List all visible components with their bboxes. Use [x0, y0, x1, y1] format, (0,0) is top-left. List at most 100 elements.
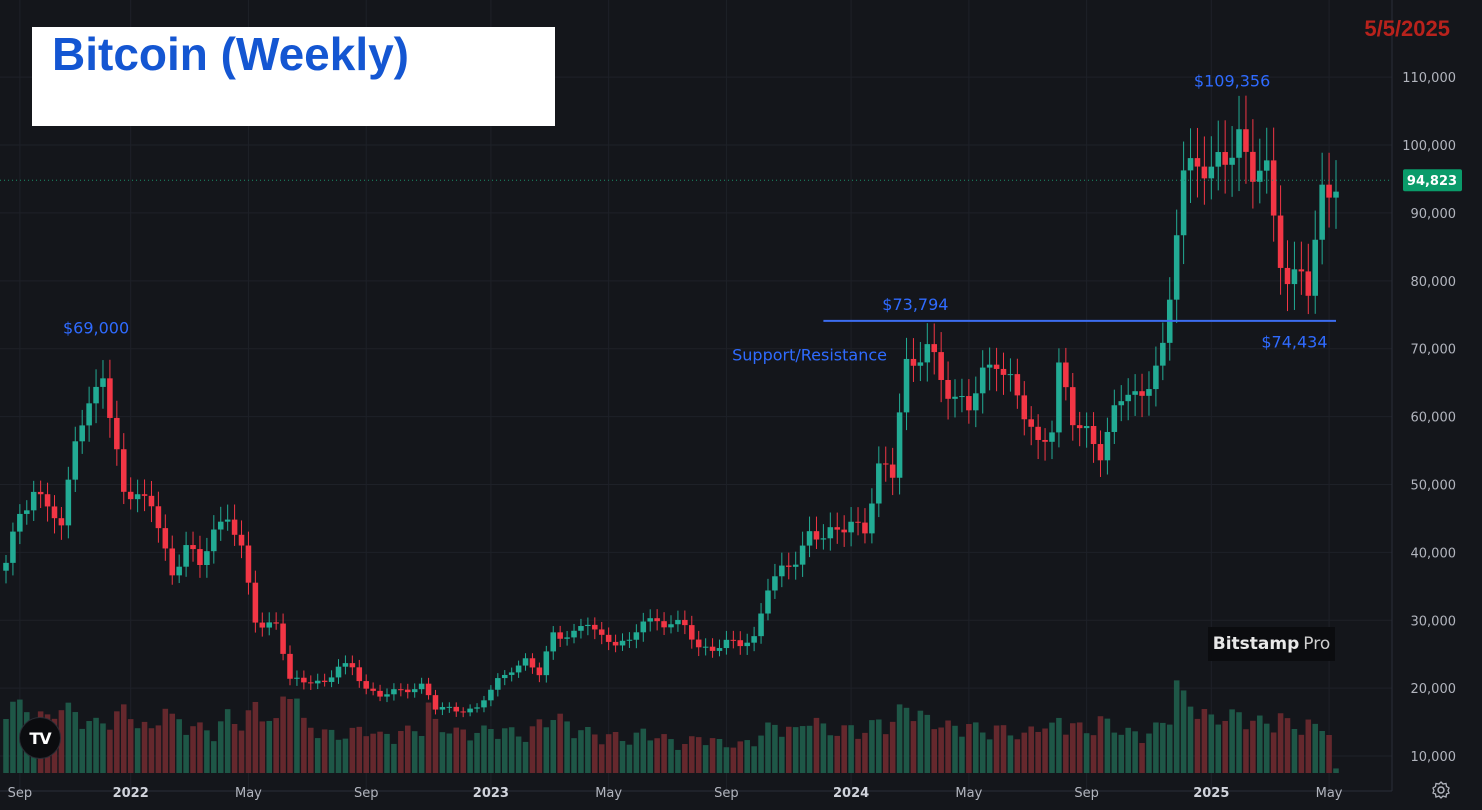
volume-bar	[1208, 714, 1215, 773]
candle-body	[1021, 395, 1028, 420]
candle-body	[536, 667, 543, 676]
volume-bar	[1160, 722, 1166, 773]
volume-bar	[370, 733, 376, 773]
candle-body	[758, 613, 764, 637]
candle-body	[44, 494, 51, 507]
candle-body	[1132, 391, 1138, 395]
volume-bar	[869, 720, 875, 773]
volume-bar	[446, 733, 453, 773]
x-tick-label: 2024	[833, 786, 869, 801]
volume-bar	[363, 736, 369, 773]
volume-bar	[453, 727, 460, 773]
candle-body	[945, 379, 951, 399]
candle-body	[695, 639, 702, 648]
volume-bar	[405, 725, 411, 773]
candle-body	[114, 417, 120, 450]
annotation-label: Support/Resistance	[732, 346, 887, 365]
candle-body	[896, 412, 903, 478]
volume-bar	[328, 729, 335, 773]
candle-body	[1063, 362, 1069, 388]
gear-icon[interactable]	[1431, 780, 1451, 800]
last-price-label: 94,823	[1407, 174, 1457, 189]
volume-bar	[1229, 709, 1235, 773]
volume-bar	[377, 731, 383, 773]
candle-body	[1194, 158, 1201, 167]
volume-bar	[217, 721, 224, 773]
volume-bar	[716, 739, 723, 773]
candle-body	[966, 396, 972, 411]
candle-body	[1014, 374, 1021, 396]
candle-body	[266, 622, 272, 628]
volume-bar	[882, 734, 889, 773]
volume-bar	[578, 730, 584, 773]
volume-bar	[979, 732, 986, 773]
volume-bar	[1076, 722, 1083, 773]
volume-bar	[986, 739, 993, 773]
price-candles	[3, 95, 1339, 718]
candle-body	[1215, 152, 1222, 167]
volume-bar	[1070, 723, 1076, 773]
tradingview-logo-icon[interactable]: TV	[19, 717, 61, 759]
candle-body	[51, 506, 58, 519]
volume-bar	[1014, 739, 1021, 773]
candle-body	[716, 648, 723, 651]
candle-body	[626, 639, 633, 641]
candle-body	[370, 688, 376, 691]
volume-bar	[1104, 718, 1111, 773]
candle-body	[1236, 129, 1242, 158]
candle-body	[10, 531, 16, 563]
annotation-label: $73,794	[882, 295, 948, 314]
candle-body	[3, 562, 9, 571]
candle-body	[17, 513, 23, 532]
candle-body	[86, 403, 92, 426]
candle-body	[1263, 160, 1270, 171]
volume-bar	[598, 744, 605, 773]
volume-bar	[889, 721, 896, 773]
candle-body	[1007, 374, 1014, 376]
volume-bar	[418, 735, 425, 773]
annotation-label: $74,434	[1261, 333, 1327, 352]
candle-body	[654, 618, 660, 622]
candle-body	[1070, 387, 1076, 426]
candle-body	[107, 378, 113, 418]
candle-body	[1139, 391, 1145, 396]
x-tick-label: 2023	[473, 786, 509, 801]
volume-bar	[495, 738, 501, 773]
candle-body	[682, 619, 688, 626]
candle-body	[356, 667, 363, 682]
chart-overlay: $69,000 $73,794 Support/Resistance $109,356…	[0, 72, 1462, 365]
title-box	[32, 27, 555, 126]
candle-body	[1056, 362, 1062, 433]
candle-body	[869, 503, 875, 534]
x-tick-label: May	[955, 786, 982, 801]
candle-body	[439, 707, 446, 710]
volume-bar	[1139, 743, 1145, 773]
candle-body	[224, 519, 231, 522]
volume-bar	[1201, 709, 1208, 773]
candle-body	[72, 441, 79, 480]
x-tick-label: Sep	[1074, 786, 1099, 801]
x-tick-label: Sep	[714, 786, 739, 801]
y-tick-label: 70,000	[1411, 343, 1457, 358]
candle-body	[252, 582, 259, 623]
volume-bar	[813, 717, 820, 773]
y-tick-label: 30,000	[1411, 614, 1457, 629]
volume-bar	[1319, 730, 1325, 773]
candle-body	[79, 425, 85, 442]
candle-body	[876, 463, 882, 504]
annotation-label: $109,356	[1194, 72, 1270, 91]
volume-bar	[488, 729, 494, 773]
candle-body	[938, 352, 944, 380]
volume-bar	[945, 720, 951, 773]
volume-bar	[820, 723, 827, 773]
candle-body	[481, 700, 487, 708]
volume-bar	[529, 726, 536, 773]
candle-body	[799, 545, 806, 565]
volume-bar	[308, 727, 314, 773]
candle-body	[148, 495, 155, 507]
candle-body	[1284, 267, 1291, 285]
volume-bar	[176, 719, 182, 773]
volume-bar	[1125, 727, 1131, 773]
volume-bar	[335, 739, 342, 773]
volume-bar	[1263, 723, 1270, 773]
